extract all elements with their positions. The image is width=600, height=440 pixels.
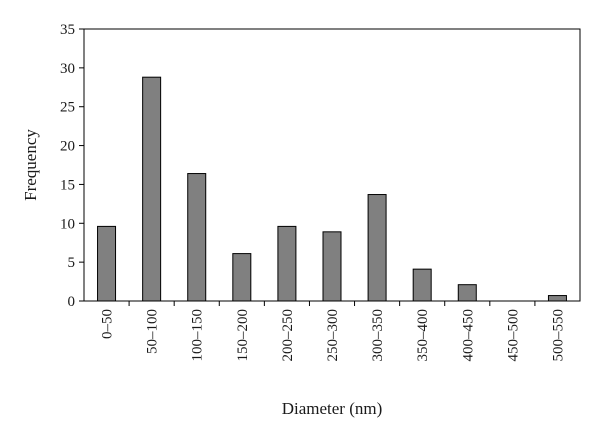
bar-8	[457, 284, 477, 302]
x-tick-label: 0–50	[100, 309, 116, 339]
y-tick-label: 20	[60, 139, 75, 155]
x-tick-label: 200–250	[280, 309, 296, 362]
x-tick-label: 250–300	[325, 309, 341, 362]
bar-5	[322, 231, 342, 302]
x-tick-label: 400–450	[460, 309, 476, 362]
x-tick-label: 100–150	[190, 309, 206, 362]
bar-6	[367, 194, 387, 302]
x-tick-label: 300–350	[370, 309, 386, 362]
x-tick-label: 50–100	[145, 309, 161, 354]
y-tick-label: 15	[60, 177, 75, 193]
x-tick-label: 450–500	[505, 309, 521, 362]
y-axis-title: Frequency	[21, 129, 40, 201]
bars	[97, 76, 567, 302]
y-axis: 0 5 10 15 20 25 30 35	[60, 22, 84, 310]
y-tick-label: 10	[60, 216, 75, 232]
bar-1	[142, 76, 162, 302]
x-axis: 0–50 50–100 100–150 150–200 200–250 250–300 30…	[100, 301, 566, 362]
x-tick-label: 500–550	[550, 309, 566, 362]
bar-2	[187, 173, 207, 302]
bar-4	[277, 225, 297, 302]
bar-3	[232, 253, 252, 302]
bar-7	[412, 268, 432, 302]
x-tick-label: 350–400	[415, 309, 431, 362]
bar-10	[547, 295, 567, 302]
y-tick-label: 30	[60, 61, 75, 77]
x-axis-title: Diameter (nm)	[282, 399, 383, 418]
y-tick-label: 0	[68, 294, 76, 310]
bar-0	[97, 225, 117, 302]
x-tick-label: 150–200	[235, 309, 251, 362]
y-tick-label: 5	[68, 255, 76, 271]
y-tick-label: 35	[60, 22, 75, 38]
y-tick-label: 25	[60, 100, 75, 116]
